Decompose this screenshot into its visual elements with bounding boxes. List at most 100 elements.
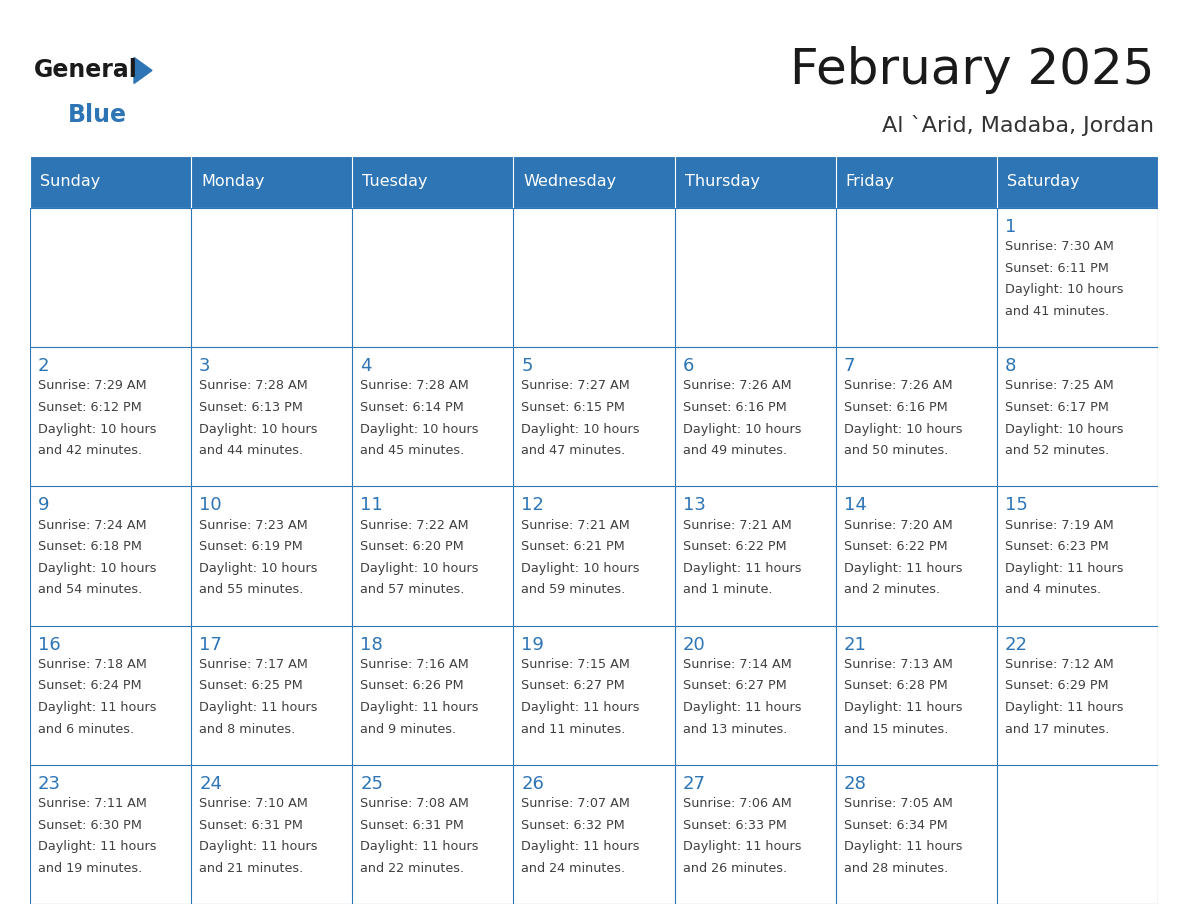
Text: 20: 20 [683, 635, 706, 654]
Text: Sunset: 6:11 PM: Sunset: 6:11 PM [1005, 262, 1108, 274]
Text: Daylight: 11 hours: Daylight: 11 hours [200, 701, 317, 714]
Text: 23: 23 [38, 775, 61, 793]
Text: and 41 minutes.: and 41 minutes. [1005, 305, 1110, 318]
Text: Saturday: Saturday [1007, 174, 1080, 189]
Text: and 17 minutes.: and 17 minutes. [1005, 722, 1110, 735]
Text: and 28 minutes.: and 28 minutes. [843, 862, 948, 875]
Text: Sunrise: 7:07 AM: Sunrise: 7:07 AM [522, 797, 631, 810]
Text: and 13 minutes.: and 13 minutes. [683, 722, 786, 735]
Text: Daylight: 11 hours: Daylight: 11 hours [843, 562, 962, 575]
Text: Sunrise: 7:28 AM: Sunrise: 7:28 AM [200, 379, 308, 392]
Text: Daylight: 10 hours: Daylight: 10 hours [38, 562, 157, 575]
Text: Sunrise: 7:17 AM: Sunrise: 7:17 AM [200, 658, 308, 671]
Text: 8: 8 [1005, 357, 1016, 375]
Text: Wednesday: Wednesday [524, 174, 617, 189]
Text: Sunrise: 7:06 AM: Sunrise: 7:06 AM [683, 797, 791, 810]
Text: 5: 5 [522, 357, 533, 375]
Text: 7: 7 [843, 357, 855, 375]
Text: Sunrise: 7:12 AM: Sunrise: 7:12 AM [1005, 658, 1113, 671]
Text: 17: 17 [200, 635, 222, 654]
Text: 26: 26 [522, 775, 544, 793]
Text: Friday: Friday [846, 174, 895, 189]
Text: Sunrise: 7:05 AM: Sunrise: 7:05 AM [843, 797, 953, 810]
Text: Daylight: 11 hours: Daylight: 11 hours [38, 701, 157, 714]
Text: 10: 10 [200, 497, 222, 514]
Text: Daylight: 10 hours: Daylight: 10 hours [38, 422, 157, 435]
Text: Sunset: 6:28 PM: Sunset: 6:28 PM [843, 679, 948, 692]
Text: Sunset: 6:33 PM: Sunset: 6:33 PM [683, 819, 786, 832]
Text: Sunrise: 7:21 AM: Sunrise: 7:21 AM [683, 519, 791, 532]
Text: 13: 13 [683, 497, 706, 514]
Text: 14: 14 [843, 497, 866, 514]
Text: February 2025: February 2025 [790, 47, 1154, 95]
Text: Daylight: 11 hours: Daylight: 11 hours [1005, 701, 1124, 714]
Text: Sunset: 6:19 PM: Sunset: 6:19 PM [200, 540, 303, 554]
Text: Sunrise: 7:29 AM: Sunrise: 7:29 AM [38, 379, 146, 392]
Text: Daylight: 10 hours: Daylight: 10 hours [522, 562, 640, 575]
Text: Daylight: 11 hours: Daylight: 11 hours [522, 840, 640, 853]
Text: and 50 minutes.: and 50 minutes. [843, 444, 948, 457]
Text: 9: 9 [38, 497, 50, 514]
Text: Sunrise: 7:30 AM: Sunrise: 7:30 AM [1005, 241, 1113, 253]
Text: and 24 minutes.: and 24 minutes. [522, 862, 626, 875]
Text: Daylight: 11 hours: Daylight: 11 hours [360, 840, 479, 853]
Text: Daylight: 11 hours: Daylight: 11 hours [683, 562, 801, 575]
Text: Thursday: Thursday [684, 174, 759, 189]
Text: Daylight: 10 hours: Daylight: 10 hours [843, 422, 962, 435]
Text: Sunset: 6:27 PM: Sunset: 6:27 PM [522, 679, 625, 692]
Text: Sunset: 6:20 PM: Sunset: 6:20 PM [360, 540, 465, 554]
Text: and 19 minutes.: and 19 minutes. [38, 862, 143, 875]
Text: Sunrise: 7:13 AM: Sunrise: 7:13 AM [843, 658, 953, 671]
Text: Daylight: 10 hours: Daylight: 10 hours [200, 422, 317, 435]
Text: 1: 1 [1005, 218, 1016, 236]
Text: Sunset: 6:21 PM: Sunset: 6:21 PM [522, 540, 625, 554]
Text: Daylight: 11 hours: Daylight: 11 hours [843, 701, 962, 714]
Text: and 8 minutes.: and 8 minutes. [200, 722, 296, 735]
Text: and 59 minutes.: and 59 minutes. [522, 583, 626, 597]
Text: Daylight: 11 hours: Daylight: 11 hours [683, 701, 801, 714]
Text: Daylight: 10 hours: Daylight: 10 hours [360, 422, 479, 435]
Text: Sunrise: 7:14 AM: Sunrise: 7:14 AM [683, 658, 791, 671]
Text: 24: 24 [200, 775, 222, 793]
Text: 27: 27 [683, 775, 706, 793]
Text: 12: 12 [522, 497, 544, 514]
Text: Sunday: Sunday [40, 174, 100, 189]
Text: 11: 11 [360, 497, 383, 514]
Text: Sunrise: 7:19 AM: Sunrise: 7:19 AM [1005, 519, 1113, 532]
Text: Sunrise: 7:08 AM: Sunrise: 7:08 AM [360, 797, 469, 810]
Text: 21: 21 [843, 635, 866, 654]
Text: Daylight: 11 hours: Daylight: 11 hours [522, 701, 640, 714]
Text: Daylight: 11 hours: Daylight: 11 hours [38, 840, 157, 853]
Text: Sunset: 6:23 PM: Sunset: 6:23 PM [1005, 540, 1108, 554]
Text: Sunrise: 7:26 AM: Sunrise: 7:26 AM [683, 379, 791, 392]
Text: and 11 minutes.: and 11 minutes. [522, 722, 626, 735]
Text: Daylight: 10 hours: Daylight: 10 hours [1005, 422, 1124, 435]
Text: and 54 minutes.: and 54 minutes. [38, 583, 143, 597]
Text: Sunrise: 7:25 AM: Sunrise: 7:25 AM [1005, 379, 1113, 392]
Text: Sunset: 6:13 PM: Sunset: 6:13 PM [200, 401, 303, 414]
Text: Al `Arid, Madaba, Jordan: Al `Arid, Madaba, Jordan [881, 115, 1154, 136]
Text: and 6 minutes.: and 6 minutes. [38, 722, 134, 735]
Text: Sunrise: 7:27 AM: Sunrise: 7:27 AM [522, 379, 630, 392]
Text: 22: 22 [1005, 635, 1028, 654]
Text: Sunrise: 7:23 AM: Sunrise: 7:23 AM [200, 519, 308, 532]
Text: 25: 25 [360, 775, 384, 793]
Text: Sunset: 6:14 PM: Sunset: 6:14 PM [360, 401, 465, 414]
Text: Sunrise: 7:10 AM: Sunrise: 7:10 AM [200, 797, 308, 810]
Text: and 2 minutes.: and 2 minutes. [843, 583, 940, 597]
Text: Sunset: 6:25 PM: Sunset: 6:25 PM [200, 679, 303, 692]
Text: and 21 minutes.: and 21 minutes. [200, 862, 303, 875]
Text: Sunset: 6:34 PM: Sunset: 6:34 PM [843, 819, 948, 832]
Text: Sunset: 6:32 PM: Sunset: 6:32 PM [522, 819, 625, 832]
Text: Daylight: 11 hours: Daylight: 11 hours [683, 840, 801, 853]
Text: Sunrise: 7:26 AM: Sunrise: 7:26 AM [843, 379, 953, 392]
Text: Daylight: 11 hours: Daylight: 11 hours [843, 840, 962, 853]
Text: and 57 minutes.: and 57 minutes. [360, 583, 465, 597]
Text: Sunrise: 7:16 AM: Sunrise: 7:16 AM [360, 658, 469, 671]
Text: Daylight: 11 hours: Daylight: 11 hours [200, 840, 317, 853]
Text: Sunset: 6:29 PM: Sunset: 6:29 PM [1005, 679, 1108, 692]
Text: 18: 18 [360, 635, 383, 654]
Text: Sunset: 6:24 PM: Sunset: 6:24 PM [38, 679, 141, 692]
Text: Sunrise: 7:22 AM: Sunrise: 7:22 AM [360, 519, 469, 532]
Text: and 26 minutes.: and 26 minutes. [683, 862, 786, 875]
